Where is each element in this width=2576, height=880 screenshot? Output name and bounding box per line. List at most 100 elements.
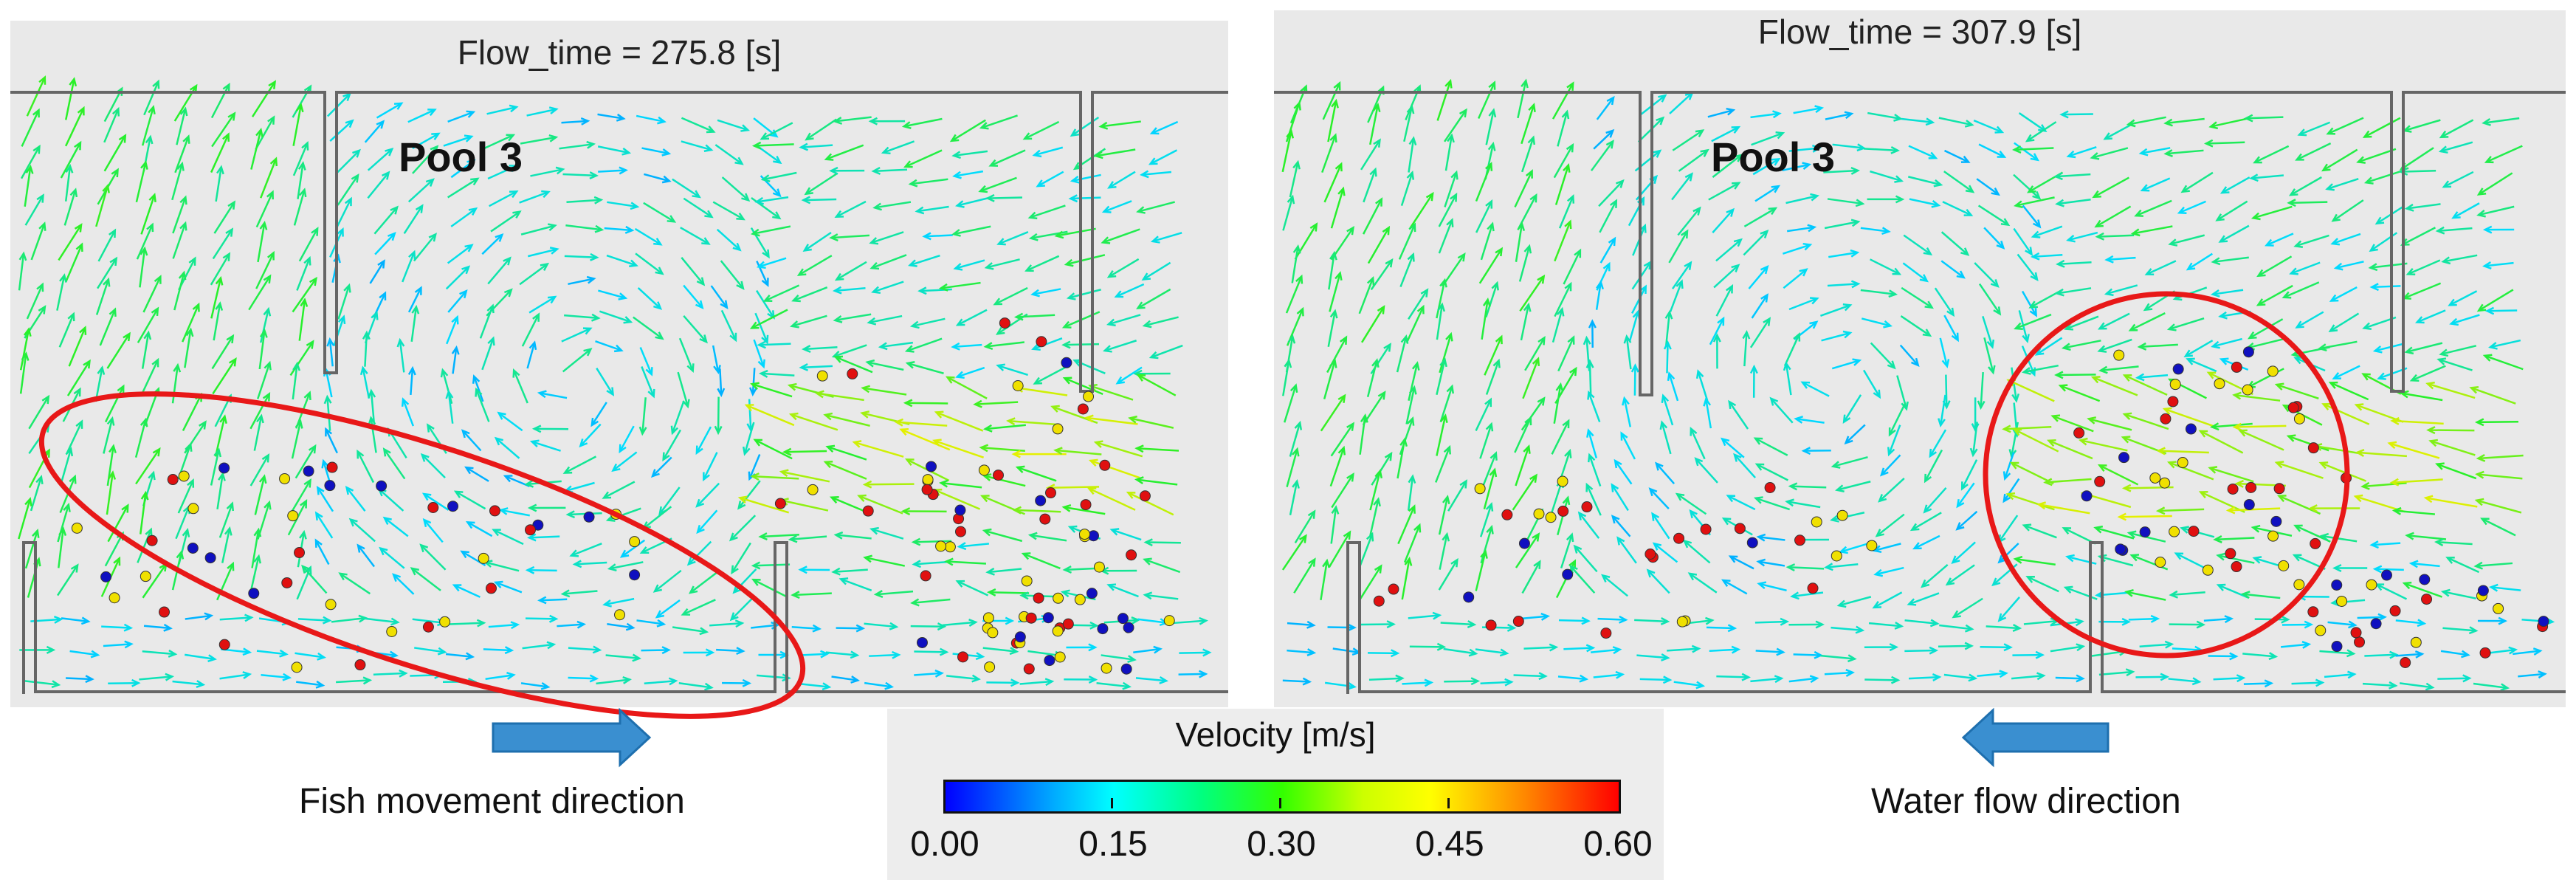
velocity-vector — [696, 482, 720, 507]
velocity-vector-head — [1616, 536, 1625, 546]
velocity-vector — [951, 119, 986, 142]
velocity-vector-head — [606, 387, 615, 396]
velocity-vector — [954, 170, 984, 177]
velocity-vector — [2023, 619, 2058, 625]
velocity-vector-head — [1307, 509, 1316, 519]
velocity-vector-head — [799, 142, 808, 151]
velocity-vector — [345, 487, 366, 512]
velocity-vector — [137, 308, 159, 343]
velocity-vector-head — [299, 529, 307, 540]
velocity-vector-head — [1375, 197, 1383, 207]
velocity-vector — [606, 254, 637, 267]
velocity-vector-head — [1335, 162, 1343, 172]
velocity-vector — [2132, 225, 2173, 235]
velocity-vector — [562, 348, 592, 373]
fish-marker — [1093, 561, 1105, 573]
velocity-vector — [69, 650, 98, 656]
fishway-walls — [10, 91, 2566, 694]
velocity-vector — [1788, 677, 1817, 683]
velocity-vector-head — [1889, 643, 1899, 652]
velocity-vector — [1695, 458, 1718, 484]
velocity-vector-head — [732, 585, 742, 594]
velocity-vector-head — [1015, 465, 1025, 474]
velocity-vector — [609, 561, 644, 570]
velocity-vector-head — [185, 442, 193, 452]
velocity-vector — [748, 399, 752, 430]
velocity-vector — [2221, 176, 2250, 194]
velocity-vector-head — [2078, 437, 2088, 446]
velocity-vector-head — [951, 151, 961, 159]
velocity-vector-head — [1115, 376, 1125, 385]
velocity-vector-head — [1564, 448, 1572, 458]
velocity-vector — [760, 534, 799, 538]
velocity-vector — [1436, 80, 1452, 121]
velocity-vector — [984, 475, 1026, 487]
velocity-vector — [751, 383, 793, 398]
velocity-vector-head — [1562, 495, 1571, 506]
velocity-vector — [1327, 100, 1337, 142]
velocity-vector-head — [2186, 357, 2195, 365]
velocity-vector — [250, 129, 262, 170]
velocity-vector-head — [1487, 141, 1496, 151]
velocity-vector — [2487, 309, 2518, 312]
velocity-vector-head — [1793, 331, 1801, 342]
velocity-vector — [2080, 439, 2128, 452]
velocity-vector-head — [426, 423, 435, 433]
velocity-vector-head — [401, 397, 410, 407]
velocity-vector — [720, 260, 744, 289]
velocity-vector — [1477, 82, 1495, 120]
velocity-vector-head — [399, 669, 408, 678]
velocity-vector-head — [2029, 308, 2038, 317]
velocity-vector-head — [2256, 298, 2266, 306]
velocity-vector — [864, 556, 906, 567]
velocity-vector-head — [1771, 157, 1781, 166]
velocity-vector-head — [1728, 555, 1738, 563]
velocity-vector-head — [2274, 461, 2284, 469]
velocity-vector — [296, 258, 311, 291]
velocity-vector-head — [2097, 322, 2107, 330]
velocity-vector-head — [258, 474, 267, 484]
velocity-vector-head — [124, 640, 134, 649]
velocity-vector-head — [829, 233, 838, 242]
velocity-vector-head — [537, 596, 547, 605]
velocity-vector-head — [510, 621, 520, 630]
velocity-vector-head — [1491, 281, 1499, 291]
velocity-vector — [364, 332, 368, 367]
velocity-vector-head — [1794, 416, 1804, 424]
velocity-vector-head — [717, 388, 726, 398]
velocity-vector-head — [889, 622, 899, 630]
velocity-vector-head — [661, 148, 672, 157]
velocity-vector-head — [2425, 682, 2435, 691]
velocity-vector-head — [2030, 272, 2039, 282]
velocity-vector-head — [1524, 416, 1532, 426]
velocity-vector-head — [1964, 120, 1974, 128]
velocity-vector — [896, 421, 948, 427]
velocity-vector-head — [540, 262, 550, 271]
velocity-vector-head — [1054, 230, 1064, 239]
velocity-vector — [1103, 200, 1132, 213]
fish-marker — [1562, 568, 1574, 580]
velocity-vector-head — [757, 359, 765, 369]
velocity-vector-head — [427, 109, 437, 117]
velocity-vector — [182, 393, 202, 431]
velocity-vector — [1144, 316, 1179, 327]
velocity-vector-head — [1523, 244, 1532, 254]
velocity-vector — [2205, 141, 2245, 145]
velocity-vector — [1611, 515, 1631, 537]
velocity-vector-head — [589, 674, 599, 683]
velocity-vector — [483, 648, 512, 652]
velocity-vector — [212, 228, 233, 260]
velocity-vector-head — [751, 578, 761, 586]
velocity-vector — [1066, 254, 1106, 266]
fish-marker — [489, 505, 500, 517]
velocity-vector-head — [1753, 496, 1763, 504]
fish-marker — [954, 504, 966, 516]
fish-marker — [2118, 452, 2130, 464]
velocity-vector-head — [2404, 346, 2414, 355]
velocity-vector — [1514, 171, 1533, 208]
velocity-vector — [2048, 439, 2093, 460]
velocity-vector — [140, 492, 147, 534]
velocity-vector — [423, 519, 444, 543]
fish-marker — [287, 510, 299, 522]
velocity-vector — [340, 572, 371, 595]
